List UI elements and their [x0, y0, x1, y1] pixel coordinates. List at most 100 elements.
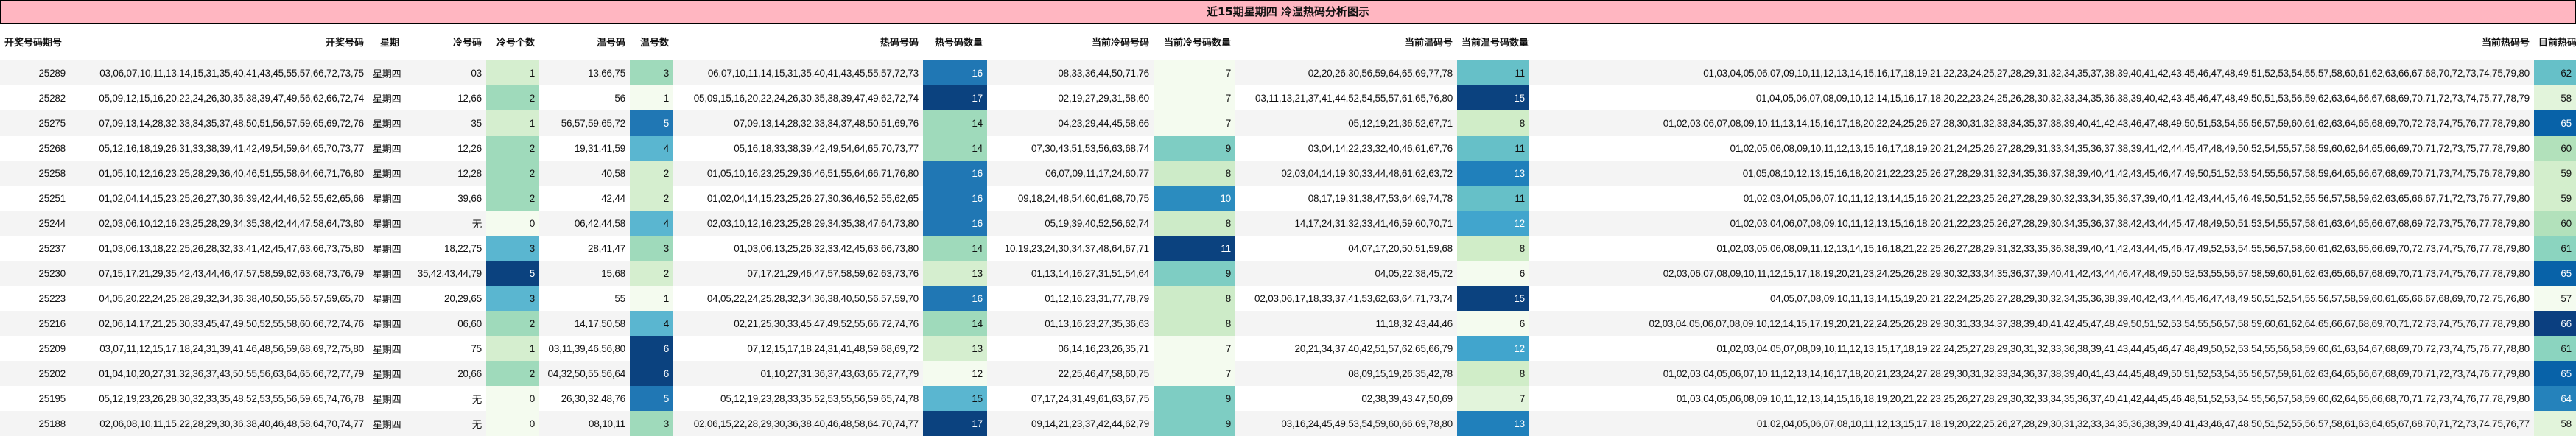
current-hot-numbers-cell: 01,02,03,05,06,08,09,11,12,13,14,15,16,1…	[1529, 236, 2534, 261]
cold-numbers-cell: 12,28	[404, 161, 486, 186]
current-warm-numbers-cell: 02,03,04,14,19,30,33,44,48,61,62,63,72	[1235, 161, 1457, 186]
cold-numbers-cell: 12,26	[404, 136, 486, 161]
current-cold-count-cell: 7	[1154, 85, 1235, 110]
current-warm-numbers-cell: 03,11,13,21,37,41,44,52,54,55,57,61,65,7…	[1235, 85, 1457, 110]
header-hot-count[interactable]: 热号码数量	[923, 24, 987, 60]
hot-numbers-cell: 07,09,13,14,28,32,33,34,37,48,50,51,69,7…	[673, 110, 923, 136]
current-cold-numbers-cell: 09,14,21,23,37,42,44,62,79	[987, 411, 1154, 436]
warm-numbers-cell: 03,11,39,46,56,80	[539, 336, 630, 361]
analysis-table: 开奖号码期号 开奖号码 星期 冷号码 冷号个数 温号码 温号数 热码号码 热号码…	[0, 24, 2576, 436]
numbers-cell: 02,03,06,10,12,16,23,25,28,29,34,35,38,4…	[70, 211, 368, 236]
current-hot-count-cell: 61	[2534, 336, 2576, 361]
hot-numbers-cell: 02,21,25,30,33,45,47,49,52,55,66,72,74,7…	[673, 311, 923, 336]
current-hot-numbers-cell: 01,04,05,06,07,08,09,10,12,14,15,16,17,1…	[1529, 85, 2534, 110]
warm-numbers-cell: 15,68	[539, 261, 630, 286]
current-hot-count-cell: 66	[2534, 311, 2576, 336]
current-warm-count-cell: 11	[1457, 60, 1529, 86]
period-cell: 25188	[0, 411, 70, 436]
header-cur-warm-count[interactable]: 当前温号码数量	[1457, 24, 1529, 60]
header-weekday[interactable]: 星期	[368, 24, 404, 60]
header-period[interactable]: 开奖号码期号	[0, 24, 70, 60]
cold-count-cell: 3	[486, 236, 539, 261]
warm-numbers-cell: 28,41,47	[539, 236, 630, 261]
hot-numbers-cell: 01,02,04,14,15,23,25,26,27,30,36,46,52,5…	[673, 186, 923, 211]
hot-count-cell: 16	[923, 186, 987, 211]
cold-count-cell: 2	[486, 161, 539, 186]
current-hot-count-cell: 60	[2534, 211, 2576, 236]
current-warm-count-cell: 8	[1457, 361, 1529, 386]
current-cold-numbers-cell: 09,18,24,48,54,60,61,68,70,75	[987, 186, 1154, 211]
header-cold[interactable]: 冷号码	[404, 24, 486, 60]
header-cur-warm[interactable]: 当前温码号	[1235, 24, 1457, 60]
current-hot-numbers-cell: 04,05,07,08,09,10,11,13,14,15,19,20,21,2…	[1529, 286, 2534, 311]
header-cur-hot[interactable]: 当前热码号	[1529, 24, 2534, 60]
hot-numbers-cell: 05,09,15,16,20,22,24,26,30,35,38,39,47,4…	[673, 85, 923, 110]
current-warm-numbers-cell: 04,07,17,20,50,51,59,68	[1235, 236, 1457, 261]
warm-numbers-cell: 04,32,50,55,56,64	[539, 361, 630, 386]
current-cold-count-cell: 7	[1154, 110, 1235, 136]
cold-numbers-cell: 无	[404, 386, 486, 411]
cold-count-cell: 1	[486, 110, 539, 136]
warm-count-cell: 3	[630, 60, 673, 86]
warm-numbers-cell: 56	[539, 85, 630, 110]
numbers-cell: 02,06,14,17,21,25,30,33,45,47,49,50,52,5…	[70, 311, 368, 336]
warm-numbers-cell: 42,44	[539, 186, 630, 211]
cold-numbers-cell: 无	[404, 411, 486, 436]
current-hot-count-cell: 64	[2534, 386, 2576, 411]
cold-numbers-cell: 06,60	[404, 311, 486, 336]
current-cold-count-cell: 9	[1154, 386, 1235, 411]
header-warm[interactable]: 温号码	[539, 24, 630, 60]
warm-numbers-cell: 14,17,50,58	[539, 311, 630, 336]
cold-count-cell: 3	[486, 286, 539, 311]
header-hot[interactable]: 热码号码	[673, 24, 923, 60]
header-cur-hot-count[interactable]: 目前热码号数量	[2534, 24, 2576, 60]
header-numbers[interactable]: 开奖号码	[70, 24, 368, 60]
header-warm-count[interactable]: 温号数	[630, 24, 673, 60]
period-cell: 25289	[0, 60, 70, 86]
numbers-cell: 03,06,07,10,11,13,14,15,31,35,40,41,43,4…	[70, 60, 368, 86]
current-hot-count-cell: 59	[2534, 186, 2576, 211]
current-hot-count-cell: 65	[2534, 361, 2576, 386]
current-warm-count-cell: 13	[1457, 411, 1529, 436]
header-cur-cold-count[interactable]: 当前冷号码数量	[1154, 24, 1235, 60]
warm-count-cell: 4	[630, 311, 673, 336]
period-cell: 25209	[0, 336, 70, 361]
numbers-cell: 01,05,10,12,16,23,25,28,29,36,40,46,51,5…	[70, 161, 368, 186]
header-cur-cold[interactable]: 当前冷码号码	[987, 24, 1154, 60]
current-cold-count-cell: 8	[1154, 311, 1235, 336]
header-cold-count[interactable]: 冷号个数	[486, 24, 539, 60]
weekday-cell: 星期四	[368, 60, 404, 86]
current-warm-count-cell: 7	[1457, 386, 1529, 411]
current-warm-count-cell: 13	[1457, 161, 1529, 186]
current-cold-numbers-cell: 10,19,23,24,30,34,37,48,64,67,71	[987, 236, 1154, 261]
current-warm-numbers-cell: 04,05,22,38,45,72	[1235, 261, 1457, 286]
weekday-cell: 星期四	[368, 361, 404, 386]
cold-count-cell: 2	[486, 85, 539, 110]
period-cell: 25237	[0, 236, 70, 261]
cold-numbers-cell: 35	[404, 110, 486, 136]
warm-count-cell: 1	[630, 85, 673, 110]
cold-count-cell: 2	[486, 136, 539, 161]
current-cold-count-cell: 7	[1154, 361, 1235, 386]
current-warm-count-cell: 11	[1457, 136, 1529, 161]
current-warm-count-cell: 11	[1457, 186, 1529, 211]
current-hot-count-cell: 61	[2534, 236, 2576, 261]
current-warm-numbers-cell: 03,16,24,45,49,53,54,59,60,66,69,78,80	[1235, 411, 1457, 436]
numbers-cell: 01,03,06,13,18,22,25,26,28,32,33,41,42,4…	[70, 236, 368, 261]
